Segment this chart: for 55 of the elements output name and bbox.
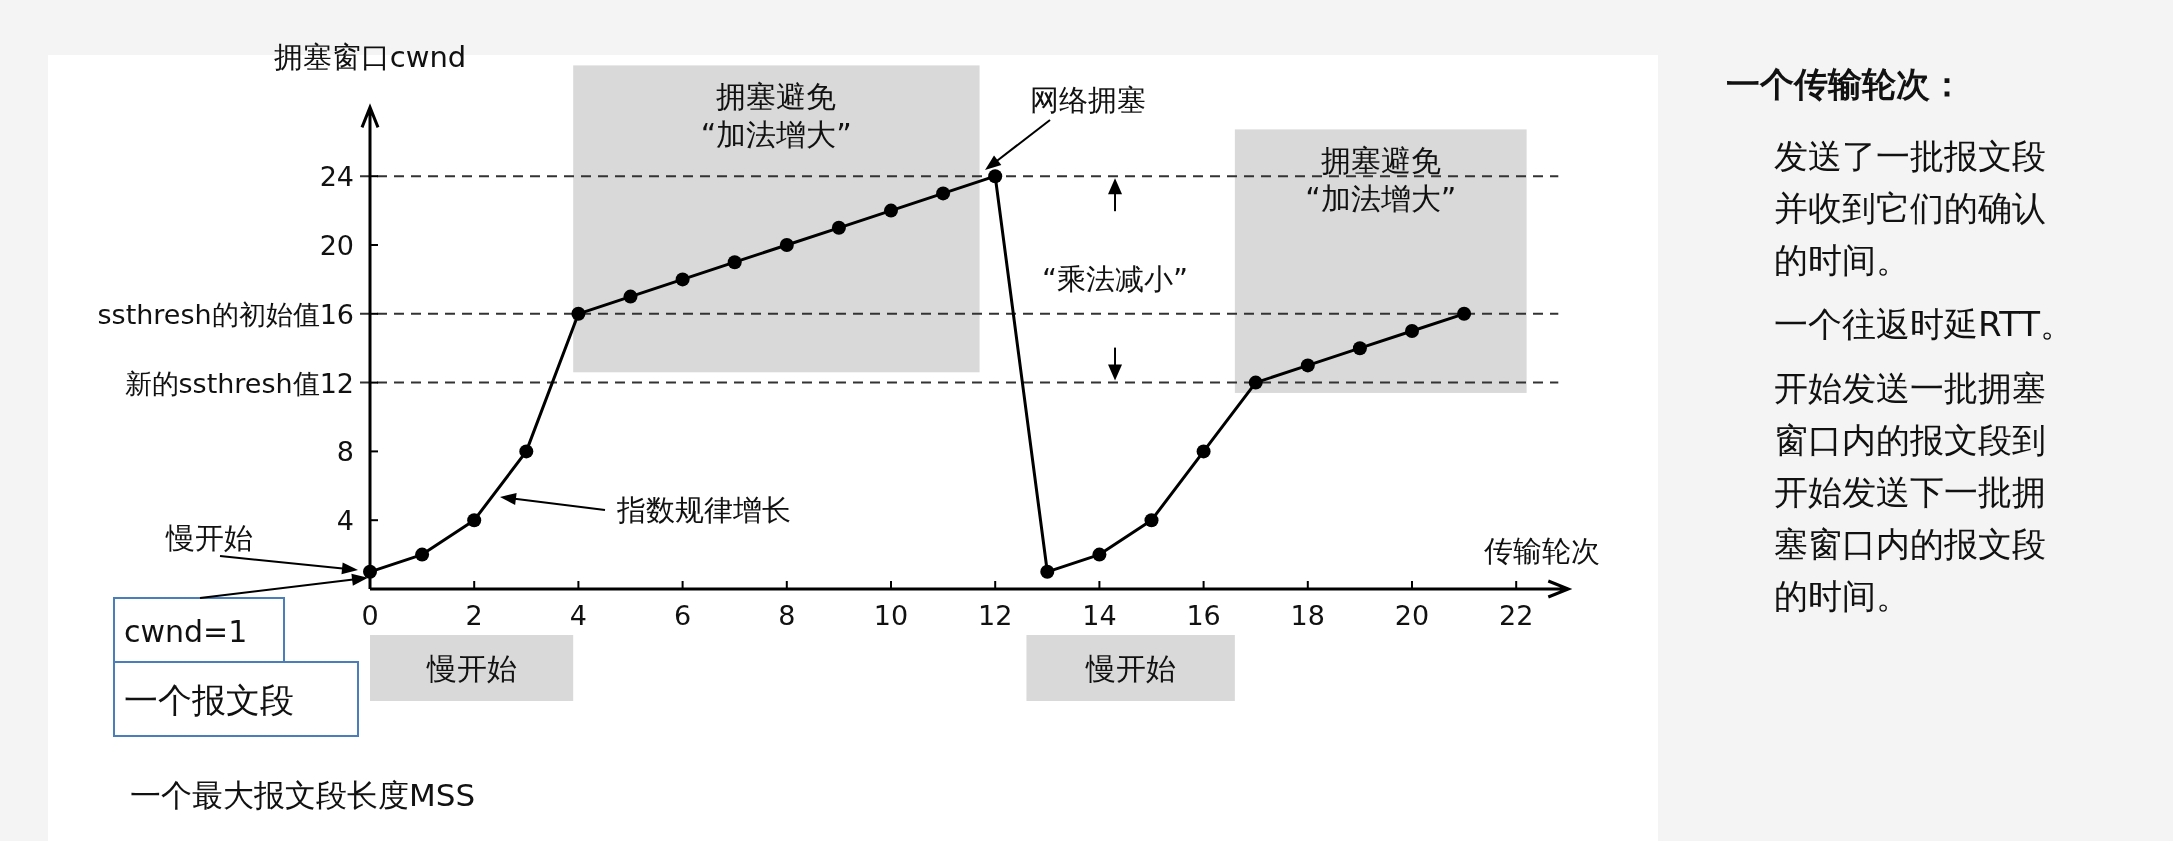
x-tick-label: 4 — [569, 600, 587, 631]
annotation: “乘法减小” — [1042, 262, 1189, 297]
band-label: 拥塞避免 “加法增大” — [700, 79, 852, 153]
x-axis-title: 传输轮次 — [1484, 534, 1601, 568]
text: 一个报文段 — [124, 680, 294, 720]
y-tick-label: 24 — [319, 161, 354, 193]
text: 慢开始 — [165, 521, 253, 555]
y-tick-label: 8 — [336, 436, 354, 468]
y-axis-title: 拥塞窗口cwnd — [273, 40, 467, 75]
point — [1144, 513, 1159, 528]
point — [1040, 564, 1055, 579]
point — [779, 238, 794, 252]
point — [1248, 375, 1263, 390]
y-tick-label: 4 — [336, 505, 354, 537]
point — [988, 169, 1003, 184]
point — [467, 513, 482, 528]
point — [1196, 444, 1211, 459]
annotation: 网络拥塞 — [1030, 83, 1146, 117]
point — [623, 289, 638, 304]
point — [519, 444, 534, 459]
x-tick-label: 8 — [778, 600, 796, 631]
x-tick-label: 2 — [465, 600, 483, 631]
point — [1092, 547, 1107, 562]
x-tick-label: 12 — [978, 600, 1013, 631]
point — [727, 255, 742, 270]
point — [571, 306, 586, 321]
x-tick-label: 10 — [873, 600, 909, 631]
x-tick-label: 20 — [1394, 600, 1430, 631]
x-tick-label: 6 — [674, 600, 692, 631]
x-tick-label: 18 — [1290, 600, 1325, 631]
y-tick-label: 新的ssthresh值12 — [124, 367, 354, 399]
point — [415, 547, 430, 562]
text: 开始发送一批拥塞窗口内的报文段到开始发送下一批拥塞窗口内的报文段的时间。 — [1774, 367, 2047, 618]
band-label: 拥塞避免 “加法增大” — [1305, 143, 1457, 217]
point — [1352, 341, 1367, 356]
text: cwnd=1 — [124, 614, 248, 649]
text: 一个传输轮次： — [1726, 63, 1965, 106]
point — [1457, 306, 1472, 321]
point — [675, 272, 690, 287]
point — [884, 203, 898, 218]
x-tick-label: 16 — [1186, 600, 1221, 631]
x-tick-label: 0 — [361, 600, 379, 631]
text: 一个往返时延RTT。 — [1774, 303, 2076, 346]
x-tick-label: 14 — [1082, 600, 1117, 631]
annotation: 指数规律增长 — [616, 493, 791, 527]
text: 发送了一批报文段并收到它们的确认的时间。 — [1774, 135, 2047, 282]
y-tick-label: ssthresh的初始值16 — [97, 298, 354, 330]
x-tick-label: 22 — [1499, 600, 1534, 631]
point — [1405, 324, 1419, 338]
point — [831, 220, 846, 235]
point — [936, 186, 951, 201]
point — [1300, 358, 1315, 373]
text: 一个最大报文段长度MSS — [130, 777, 476, 813]
point — [363, 564, 377, 579]
y-tick-label: 20 — [319, 230, 354, 261]
